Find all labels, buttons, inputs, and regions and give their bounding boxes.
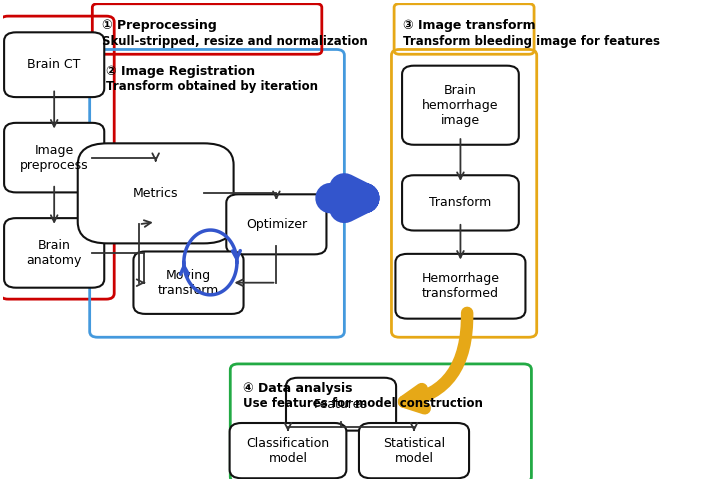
FancyBboxPatch shape xyxy=(396,254,525,319)
Text: Classification
model: Classification model xyxy=(246,437,329,465)
FancyBboxPatch shape xyxy=(4,123,104,192)
FancyBboxPatch shape xyxy=(133,252,244,314)
Text: Brain
hemorrhage
image: Brain hemorrhage image xyxy=(422,84,498,127)
Text: Skull-stripped, resize and normalization: Skull-stripped, resize and normalization xyxy=(102,35,368,48)
FancyBboxPatch shape xyxy=(78,143,234,243)
Text: Brain CT: Brain CT xyxy=(28,58,81,71)
Text: Transform: Transform xyxy=(429,196,491,209)
Text: Image
preprocess: Image preprocess xyxy=(20,144,88,172)
Text: Transform obtained by iteration: Transform obtained by iteration xyxy=(105,80,318,93)
FancyBboxPatch shape xyxy=(402,175,519,230)
FancyBboxPatch shape xyxy=(359,423,469,478)
Text: Moving
transform: Moving transform xyxy=(158,268,219,297)
Text: Statistical
model: Statistical model xyxy=(383,437,445,465)
Text: ② Image Registration: ② Image Registration xyxy=(105,65,255,78)
Text: Features: Features xyxy=(314,398,368,411)
Text: ③ Image transform: ③ Image transform xyxy=(403,19,535,32)
Text: ① Preprocessing: ① Preprocessing xyxy=(102,19,217,32)
Text: Optimizer: Optimizer xyxy=(246,218,307,231)
Text: Hemorrhage
transformed: Hemorrhage transformed xyxy=(421,272,499,300)
Text: Use features for model construction: Use features for model construction xyxy=(243,397,483,410)
Text: Transform bleeding image for features: Transform bleeding image for features xyxy=(403,35,660,48)
Text: ④ Data analysis: ④ Data analysis xyxy=(243,382,353,395)
FancyBboxPatch shape xyxy=(4,218,104,288)
FancyBboxPatch shape xyxy=(229,423,346,478)
FancyBboxPatch shape xyxy=(227,194,326,254)
FancyBboxPatch shape xyxy=(402,66,519,145)
FancyBboxPatch shape xyxy=(4,32,104,97)
FancyBboxPatch shape xyxy=(286,378,396,430)
Text: Brain
anatomy: Brain anatomy xyxy=(26,239,82,267)
Text: Metrics: Metrics xyxy=(133,187,178,200)
